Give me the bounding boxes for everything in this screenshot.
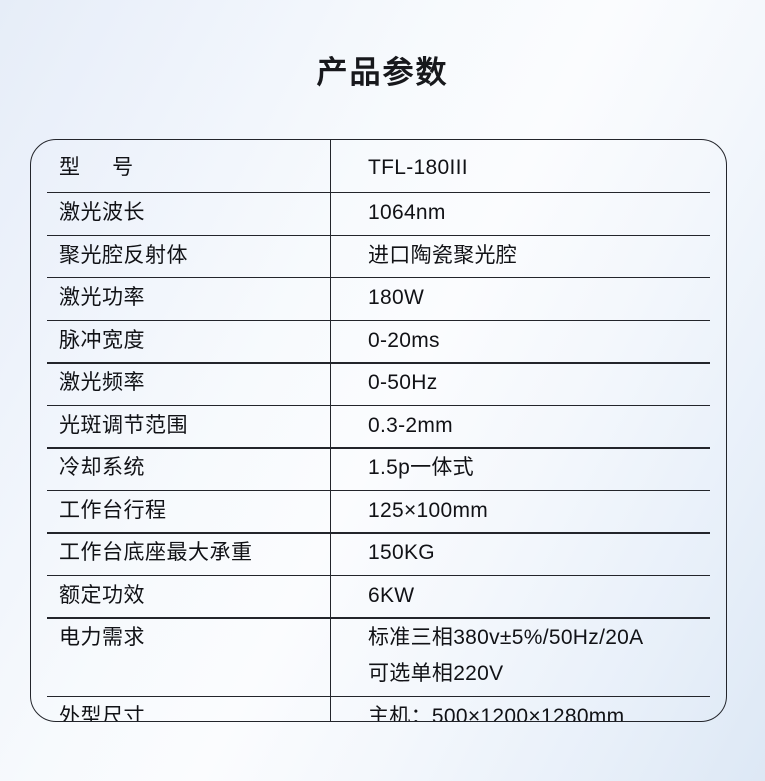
row-separator — [47, 532, 710, 534]
spec-row: 激光频率 0-50Hz — [31, 362, 726, 405]
row-separator — [47, 404, 710, 407]
spec-label: 外型尺寸 — [59, 704, 145, 722]
spec-value: 0.3-2mm — [368, 413, 453, 437]
row-separator — [47, 362, 710, 364]
spec-label: 脉冲宽度 — [59, 328, 145, 352]
spec-row: 外型尺寸 主机：500×1200×1280mm冷水机：540×650×780mm — [31, 695, 726, 722]
row-separator — [47, 234, 710, 236]
spec-label: 冷却系统 — [59, 456, 145, 480]
spec-label: 型 号 — [59, 156, 134, 179]
spec-label: 电力需求 — [59, 626, 145, 650]
spec-value: 1.5p一体式 — [368, 456, 474, 480]
row-separator — [47, 447, 710, 449]
spec-value: 125×100mm — [368, 498, 489, 522]
spec-value: TFL-180III — [368, 156, 468, 179]
spec-value: 1064nm — [368, 201, 446, 224]
spec-value: 0-50Hz — [368, 371, 438, 395]
spec-row: 型 号 TFL-180III — [31, 140, 726, 192]
spec-row: 光斑调节范围 0.3-2mm — [31, 404, 726, 448]
spec-row: 脉冲宽度 0-20ms — [31, 319, 726, 363]
row-separator — [47, 192, 710, 194]
spec-value: 180W — [368, 286, 425, 310]
spec-value-line: 标准三相380v±5%/50Hz/20A — [368, 626, 644, 650]
row-separator — [47, 617, 710, 619]
row-separator — [47, 574, 710, 577]
spec-label: 工作台行程 — [59, 498, 167, 522]
spec-label: 激光波长 — [59, 201, 145, 224]
spec-value: 标准三相380v±5%/50Hz/20A 可选单相220V — [330, 617, 726, 695]
spec-row: 工作台底座最大承重 150KG — [31, 532, 726, 575]
spec-row: 工作台行程 125×100mm — [31, 489, 726, 533]
page-title: 产品参数 — [316, 55, 449, 90]
spec-label: 激光功率 — [59, 286, 145, 310]
spec-label: 光斑调节范围 — [59, 413, 188, 437]
spec-label: 聚光腔反射体 — [59, 243, 188, 267]
spec-row: 激光功率 180W — [31, 277, 726, 320]
spec-label: 工作台底座最大承重 — [59, 541, 253, 565]
spec-value-line: 主机：500×1200×1280mm — [368, 704, 625, 722]
spec-value: 150KG — [368, 541, 435, 565]
row-separator — [47, 319, 710, 322]
spec-label: 激光频率 — [59, 371, 145, 395]
spec-label: 额定功效 — [59, 583, 145, 607]
specification-table: 型 号 TFL-180III 激光波长 1064nm 聚光腔反射体 进口陶瓷聚光腔激光功率… — [30, 139, 727, 722]
spec-value-line: 可选单相220V — [368, 662, 504, 686]
spec-row: 冷却系统 1.5p一体式 — [31, 447, 726, 490]
row-separator — [47, 277, 710, 279]
row-separator — [47, 489, 710, 492]
spec-row: 电力需求 标准三相380v±5%/50Hz/20A 可选单相220V — [31, 617, 726, 695]
spec-value: 6KW — [368, 583, 415, 607]
spec-value: 0-20ms — [368, 328, 440, 352]
spec-row: 聚光腔反射体 进口陶瓷聚光腔 — [31, 234, 726, 278]
specification-table-body: 型 号 TFL-180III 激光波长 1064nm 聚光腔反射体 进口陶瓷聚光腔激光功率… — [31, 140, 726, 721]
row-separator — [47, 695, 710, 697]
spec-value: 进口陶瓷聚光腔 — [368, 243, 518, 267]
spec-value: 主机：500×1200×1280mm冷水机：540×650×780mm — [330, 696, 726, 722]
spec-row: 额定功效 6KW — [31, 574, 726, 618]
spec-row: 激光波长 1064nm — [31, 192, 726, 235]
